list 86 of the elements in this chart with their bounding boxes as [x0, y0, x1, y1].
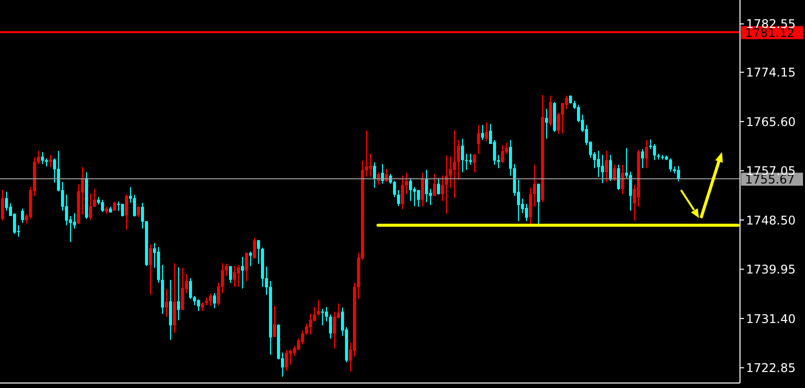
candlestick — [65, 194, 68, 226]
candlestick — [641, 148, 644, 169]
candlestick — [437, 178, 440, 196]
candlestick — [137, 206, 140, 218]
candlestick — [241, 256, 244, 290]
candlestick — [645, 139, 648, 169]
candlestick — [305, 323, 308, 336]
candlestick — [401, 175, 404, 210]
candlestick — [549, 95, 552, 127]
candlestick — [245, 252, 248, 282]
y-tick-label: 1774.15 — [746, 66, 796, 80]
candlestick — [597, 150, 600, 178]
candlestick — [369, 153, 372, 178]
candlestick — [237, 264, 240, 288]
candlestick — [285, 350, 288, 372]
candlestick — [669, 158, 672, 172]
candlestick — [253, 237, 256, 260]
candlestick — [41, 152, 44, 165]
candlestick — [601, 154, 604, 184]
candlestick — [209, 293, 212, 306]
candlestick — [453, 130, 456, 199]
candlestick — [425, 169, 428, 203]
candlestick — [653, 143, 656, 161]
candlestick — [73, 212, 76, 230]
candlestick — [409, 177, 412, 202]
candlestick — [457, 139, 460, 180]
candlestick — [449, 156, 452, 188]
candlestick — [21, 208, 24, 224]
candlestick — [121, 203, 124, 218]
candlestick — [181, 267, 184, 310]
candlestick — [545, 108, 548, 140]
candlestick — [485, 122, 488, 142]
candlestick — [461, 138, 464, 173]
candlestick — [197, 298, 200, 312]
candlestick — [445, 155, 448, 214]
candlestick — [229, 266, 232, 284]
candlestick — [165, 288, 168, 318]
candlestick — [477, 124, 480, 154]
candlestick — [113, 201, 116, 212]
y-tick-label: 1748.50 — [746, 213, 796, 228]
y-tick-label: 1731.40 — [746, 312, 796, 326]
candlestick — [465, 153, 468, 170]
candlestick — [417, 190, 420, 208]
candlestick — [677, 165, 680, 182]
candlestick — [189, 278, 192, 300]
candlestick — [233, 266, 236, 288]
candlestick — [125, 194, 128, 230]
candlestick — [329, 314, 332, 340]
candlestick — [613, 164, 616, 182]
candlestick — [173, 262, 176, 334]
candlestick — [501, 144, 504, 164]
candlestick — [605, 150, 608, 182]
candlestick — [617, 164, 620, 191]
candlestick — [213, 292, 216, 309]
candlestick — [621, 164, 624, 195]
candlestick — [433, 173, 436, 196]
candlestick — [273, 305, 276, 338]
candlestick — [317, 300, 320, 316]
y-tick-label: 1765.60 — [746, 114, 796, 129]
candlestick — [309, 313, 312, 336]
y-tick-label: 1722.85 — [746, 361, 796, 375]
candlestick — [473, 153, 476, 173]
candlestick — [609, 154, 612, 182]
candlestick — [397, 190, 400, 207]
candlestick — [537, 183, 540, 225]
candlestick — [533, 164, 536, 208]
candlestick — [373, 162, 376, 188]
candlestick — [289, 349, 292, 366]
candlestick — [441, 175, 444, 202]
candlestick — [525, 203, 528, 222]
candlestick — [1, 190, 4, 222]
candlestick — [529, 187, 532, 225]
candlestick — [177, 266, 180, 321]
candlestick — [49, 154, 52, 168]
y-tick-label: 1739.95 — [746, 262, 796, 277]
candlestick — [469, 153, 472, 166]
candlestick — [89, 193, 92, 221]
candlestick — [325, 306, 328, 322]
candlestick — [149, 244, 152, 296]
candlestick — [629, 171, 632, 212]
candlestick — [133, 194, 136, 218]
candlestick — [101, 199, 104, 212]
candlestick — [333, 311, 336, 349]
candlestick — [257, 240, 260, 264]
candlestick — [421, 172, 424, 207]
candlestick — [481, 124, 484, 140]
